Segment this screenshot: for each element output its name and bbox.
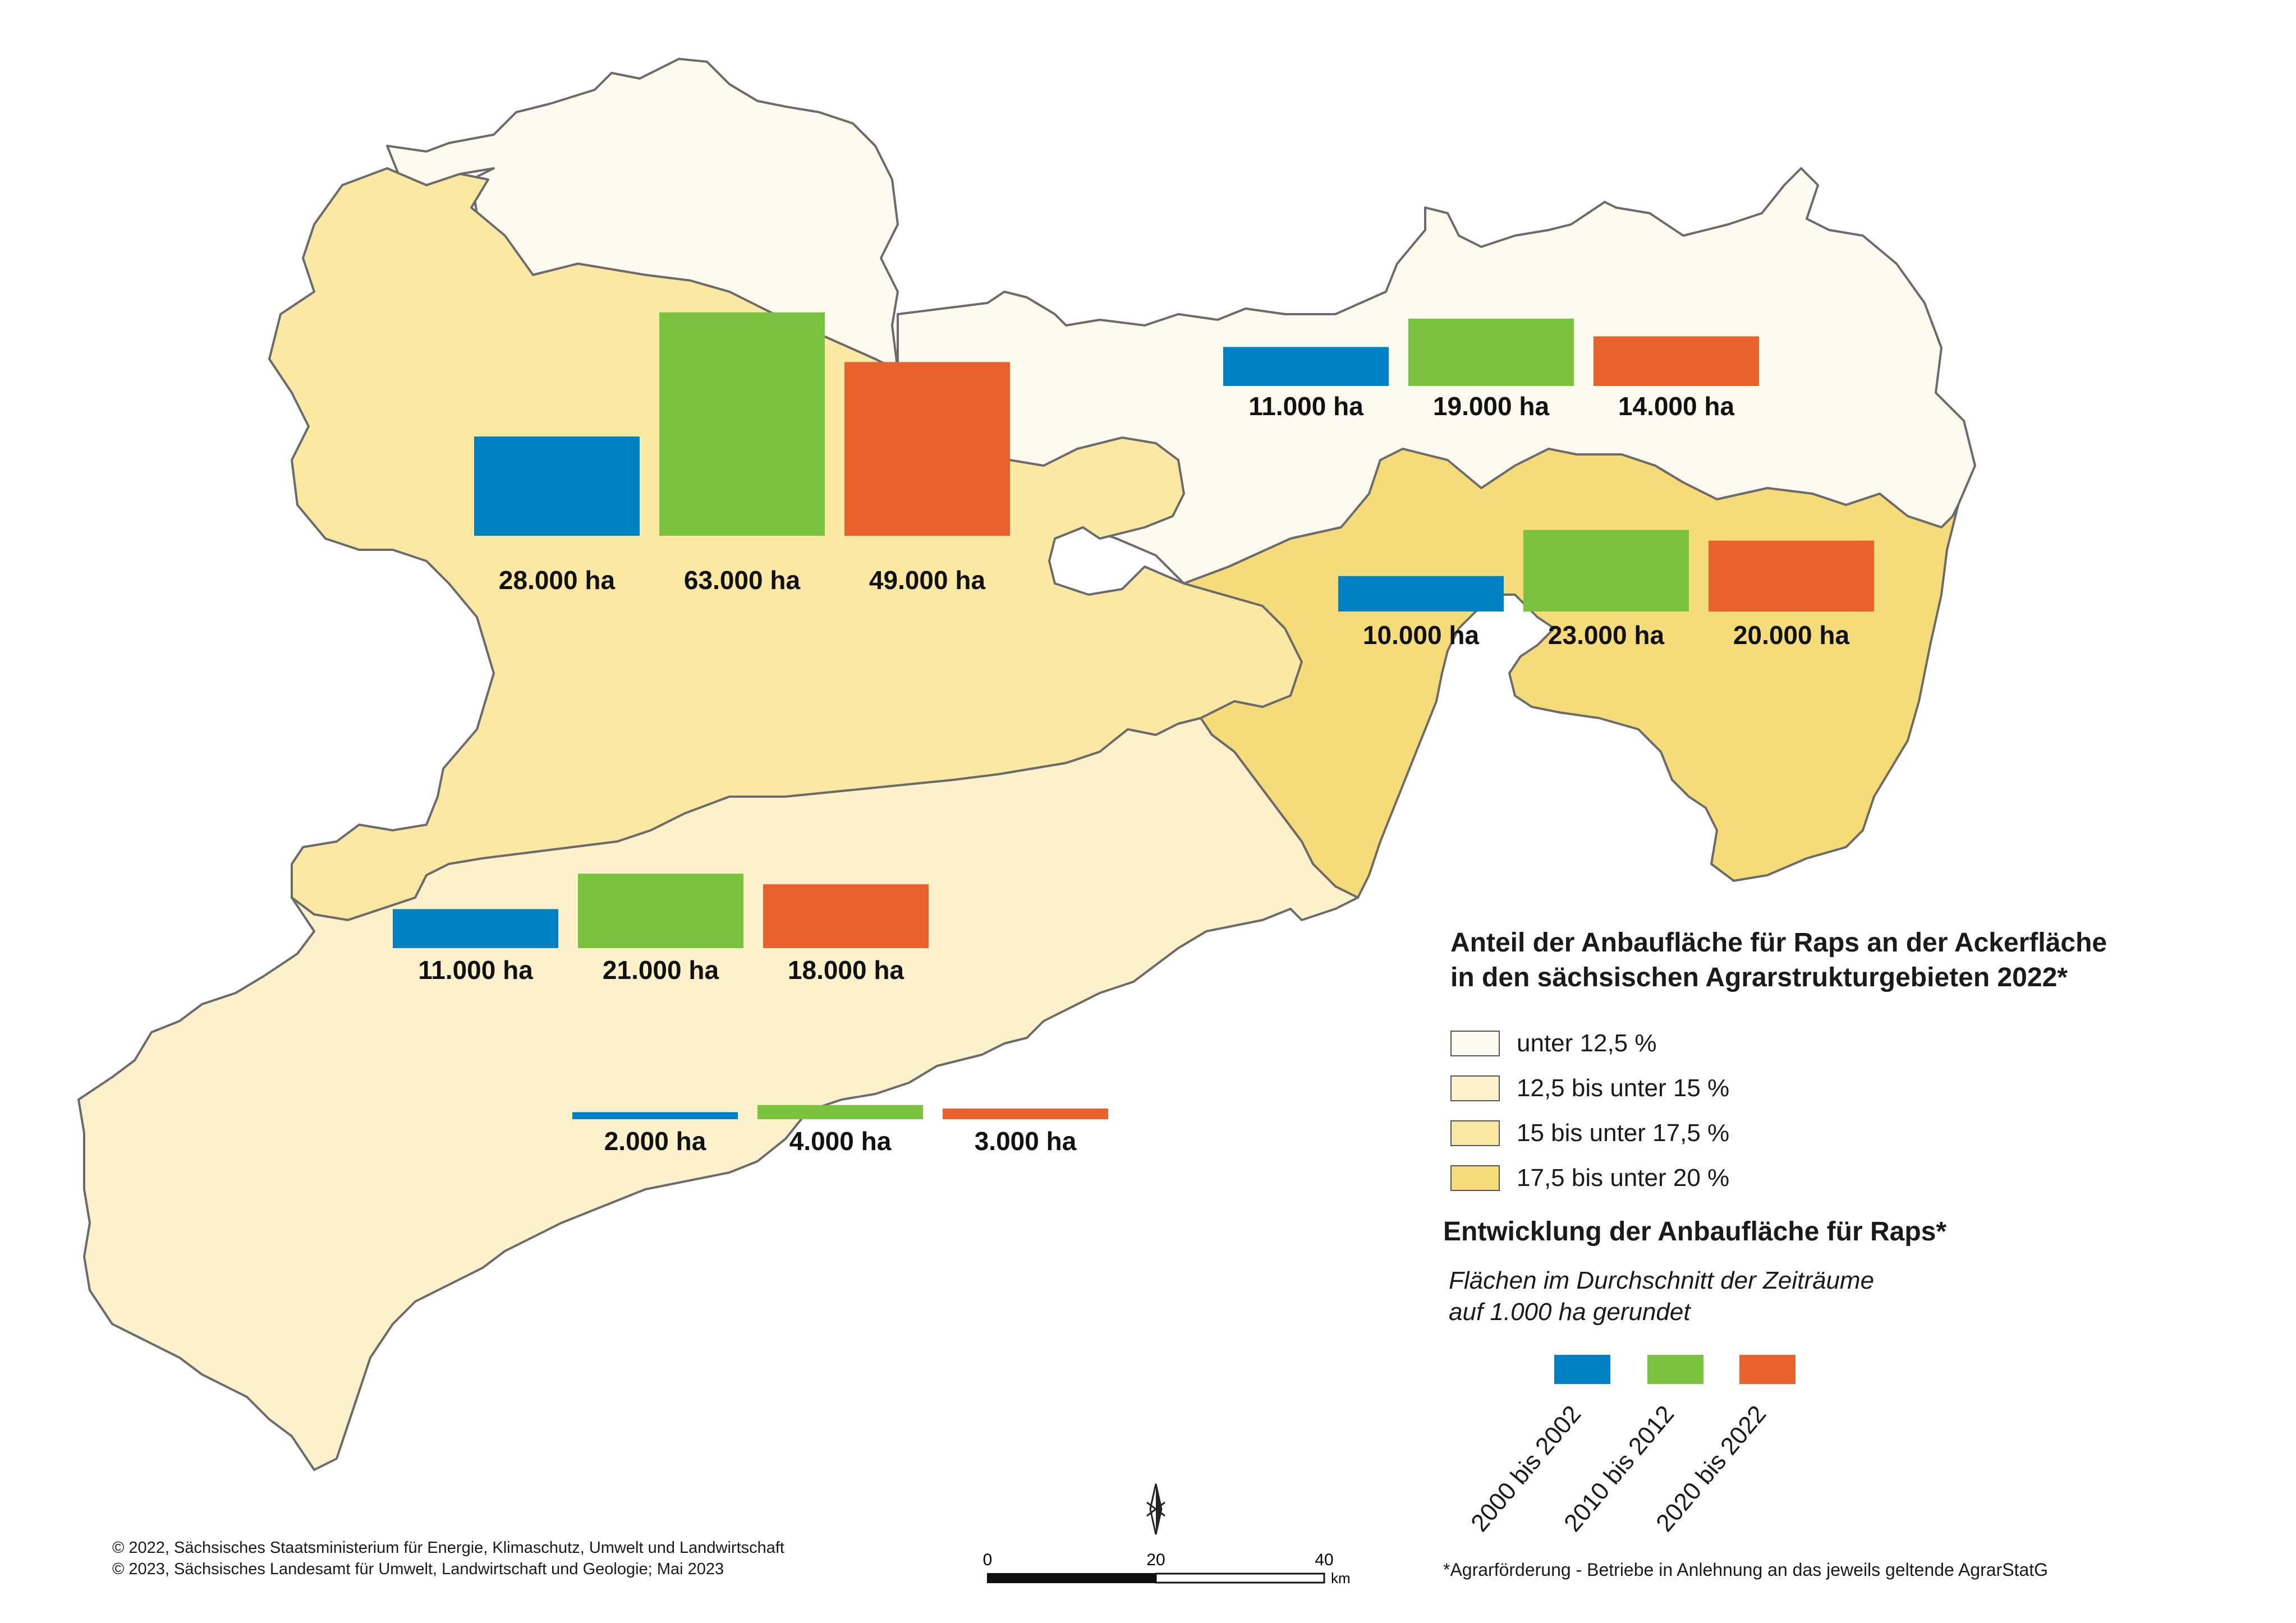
- scale-tick-40: 40: [1315, 1551, 1333, 1569]
- bar-label-south-west-0: 2.000 ha: [604, 1127, 706, 1156]
- legend-item-label: 12,5 bis unter 15 %: [1517, 1074, 1730, 1102]
- bar-north-east-1: [1408, 318, 1574, 386]
- legend-development-subtitle: Flächen im Durchschnitt der Zeiträume au…: [1449, 1265, 1874, 1328]
- bar-label-south-central-2: 18.000 ha: [788, 955, 904, 985]
- bar-label-east-2: 20.000 ha: [1733, 620, 1850, 650]
- legend-item-label: 15 bis unter 17,5 %: [1517, 1119, 1730, 1147]
- scale-bar: 0 20 40 km: [983, 1551, 1351, 1587]
- legend-item-label: 17,5 bis unter 20 %: [1517, 1164, 1730, 1192]
- scale-tick-0: 0: [983, 1551, 993, 1569]
- bar-north-east-2: [1594, 336, 1759, 386]
- bar-north-east-0: [1223, 347, 1389, 386]
- bar-label-south-west-1: 4.000 ha: [789, 1127, 892, 1156]
- legend-development-title: Entwicklung der Anbaufläche für Raps*: [1443, 1217, 1947, 1247]
- bar-north-central-1: [659, 312, 825, 536]
- legend-item: 17,5 bis unter 20 %: [1450, 1156, 1729, 1201]
- legend-swatch: [1450, 1075, 1500, 1101]
- copyright-line2: © 2023, Sächsisches Landesamt für Umwelt…: [112, 1560, 724, 1578]
- bar-east-0: [1338, 576, 1504, 612]
- bar-south-central-0: [393, 909, 558, 948]
- bar-east-2: [1709, 540, 1874, 612]
- scale-tick-20: 20: [1146, 1551, 1165, 1569]
- bar-label-east-0: 10.000 ha: [1363, 620, 1480, 650]
- footnote: *Agrarförderung - Betriebe in Anlehnung …: [1443, 1560, 2049, 1580]
- bar-label-north-east-1: 19.000 ha: [1433, 392, 1550, 421]
- legend-item-label: unter 12,5 %: [1517, 1029, 1657, 1057]
- bar-south-central-2: [763, 884, 929, 948]
- legend-share-title: Anteil der Anbaufläche für Raps an der A…: [1450, 926, 2264, 995]
- bar-label-north-east-2: 14.000 ha: [1618, 392, 1735, 421]
- bar-label-east-1: 23.000 ha: [1548, 620, 1665, 650]
- legend-development-subtitle-line1: Flächen im Durchschnitt der Zeiträume: [1449, 1267, 1875, 1294]
- legend-swatch: [1450, 1165, 1500, 1191]
- bar-south-central-1: [578, 873, 743, 948]
- bar-label-north-east-0: 11.000 ha: [1248, 392, 1363, 421]
- period-swatch-2020: [1739, 1355, 1796, 1384]
- north-arrow-icon: [1146, 1483, 1165, 1535]
- legend-share-items: unter 12,5 % 12,5 bis unter 15 % 15 bis …: [1450, 1021, 1729, 1201]
- legend-item: unter 12,5 %: [1450, 1021, 1729, 1066]
- copyright-line1: © 2022, Sächsisches Staatsministerium fü…: [112, 1539, 784, 1557]
- scale-unit: km: [1331, 1570, 1351, 1587]
- bar-label-south-central-0: 11.000 ha: [418, 955, 533, 985]
- region-south-belt-low: [77, 717, 1359, 1471]
- bar-south-west-1: [757, 1105, 923, 1119]
- bar-label-north-central-0: 28.000 ha: [499, 565, 616, 595]
- bar-east-1: [1523, 530, 1689, 612]
- period-swatch-2000: [1554, 1355, 1610, 1384]
- period-swatch-2010: [1647, 1355, 1703, 1384]
- legend-swatch: [1450, 1031, 1500, 1056]
- bar-south-west-0: [572, 1112, 738, 1119]
- bar-north-central-0: [474, 436, 640, 536]
- legend-swatch: [1450, 1120, 1500, 1146]
- legend-share-title-line1: Anteil der Anbaufläche für Raps an der A…: [1450, 928, 2107, 958]
- bar-label-south-west-2: 3.000 ha: [975, 1127, 1077, 1156]
- legend-item: 12,5 bis unter 15 %: [1450, 1066, 1729, 1111]
- bar-label-north-central-2: 49.000 ha: [869, 565, 986, 595]
- bar-south-west-2: [943, 1109, 1108, 1119]
- legend-item: 15 bis unter 17,5 %: [1450, 1111, 1729, 1156]
- bar-groups: 28.000 ha 63.000 ha 49.000 ha 11.000 ha 19.0…: [393, 312, 1874, 1156]
- bar-label-south-central-1: 21.000 ha: [603, 955, 719, 985]
- bar-north-central-2: [844, 362, 1010, 536]
- legend-share-title-line2: in den sächsischen Agrarstrukturgebieten…: [1450, 963, 2068, 992]
- copyright: © 2022, Sächsisches Staatsministerium fü…: [112, 1537, 784, 1580]
- legend-development-subtitle-line2: auf 1.000 ha gerundet: [1449, 1298, 1691, 1326]
- bar-label-north-central-1: 63.000 ha: [684, 565, 801, 595]
